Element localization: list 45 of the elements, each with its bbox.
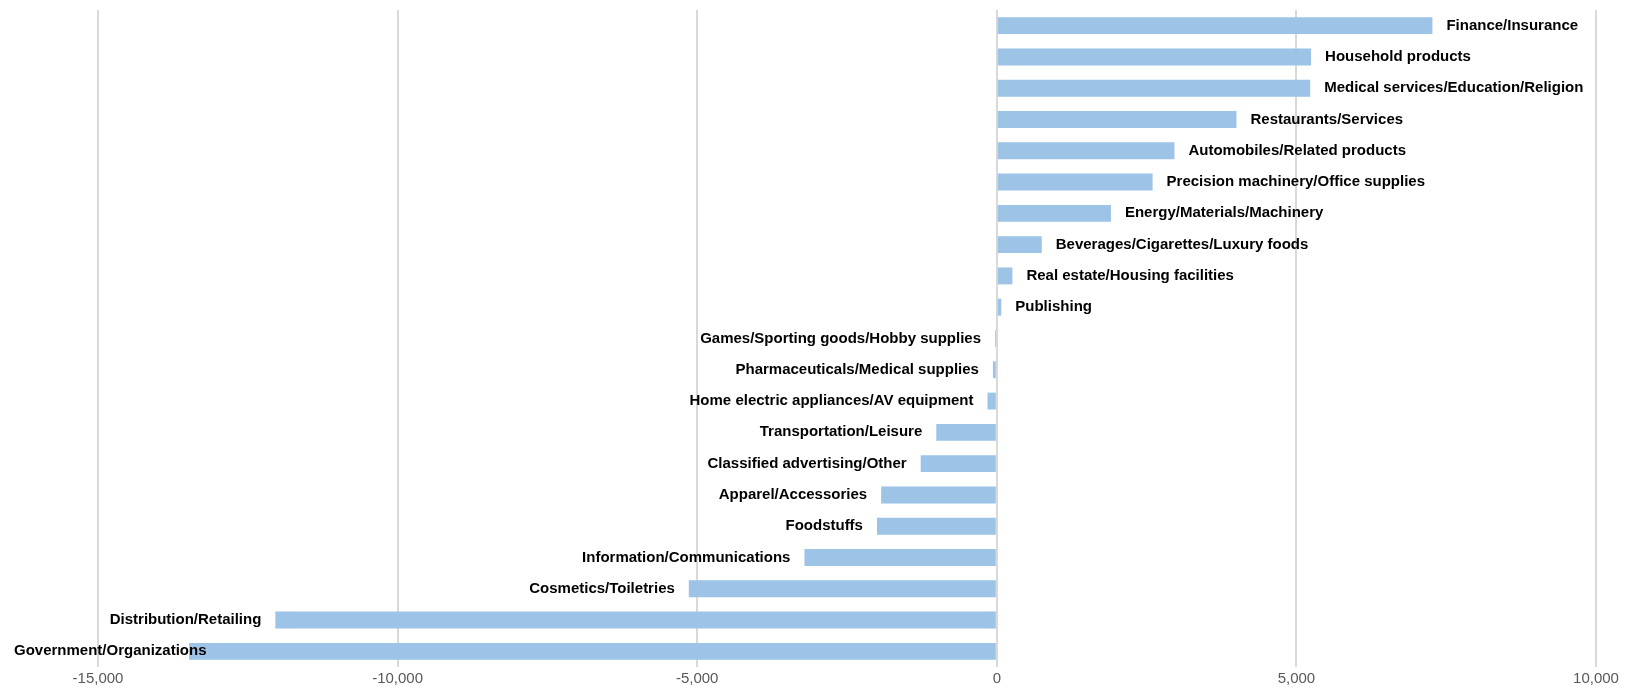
y-tick-label: Cosmetics/Toiletries <box>529 578 675 596</box>
y-tick-label: Automobiles/Related products <box>1188 140 1406 158</box>
bar <box>992 361 996 379</box>
bar <box>997 173 1153 191</box>
bar <box>997 142 1175 160</box>
bar <box>997 79 1311 97</box>
y-tick-label: Pharmaceuticals/Medical supplies <box>735 359 979 377</box>
x-tick-label: -10,000 <box>372 669 424 687</box>
bar <box>997 267 1013 285</box>
y-tick-label: Home electric appliances/AV equipment <box>689 391 974 409</box>
bar <box>881 486 996 504</box>
y-tick-label: Games/Sporting goods/Hobby supplies <box>700 328 982 346</box>
bar <box>876 517 996 535</box>
y-tick-label: Finance/Insurance <box>1446 15 1579 33</box>
y-tick-label: Real estate/Housing facilities <box>1026 266 1234 284</box>
x-tick-label: -15,000 <box>72 669 124 687</box>
bar <box>688 580 996 598</box>
bar <box>997 48 1312 66</box>
x-tick-label: 10,000 <box>1573 669 1619 687</box>
y-tick-label: Information/Communications <box>582 547 791 565</box>
bar <box>997 204 1111 222</box>
x-tick-label: 5,000 <box>1277 669 1316 687</box>
x-tick-label: 0 <box>992 669 1001 687</box>
bar <box>997 111 1237 128</box>
bar <box>936 423 996 441</box>
y-tick-label: Beverages/Cigarettes/Luxury foods <box>1055 234 1309 252</box>
bar <box>997 236 1042 254</box>
y-tick-label: Foodstuffs <box>785 516 863 534</box>
bar <box>920 455 996 473</box>
bar <box>804 549 996 566</box>
y-tick-label: Government/Organizations <box>14 641 207 659</box>
bar <box>987 392 996 410</box>
y-tick-label: Transportation/Leisure <box>759 422 923 440</box>
y-tick-label: Precision machinery/Office supplies <box>1166 172 1426 190</box>
y-tick-label: Publishing <box>1015 297 1092 315</box>
y-tick-label: Household products <box>1325 47 1471 65</box>
y-tick-label: Classified advertising/Other <box>707 453 907 471</box>
bar <box>997 17 1433 35</box>
y-tick-label: Restaurants/Services <box>1250 109 1404 127</box>
y-tick-label: Energy/Materials/Machinery <box>1124 203 1325 221</box>
y-tick-label: Apparel/Accessories <box>718 485 868 503</box>
x-tick-label: -5,000 <box>675 669 719 687</box>
bar <box>275 611 996 629</box>
y-tick-label: Distribution/Retailing <box>109 610 262 628</box>
y-tick-label: Medical services/Education/Religion <box>1324 78 1584 96</box>
